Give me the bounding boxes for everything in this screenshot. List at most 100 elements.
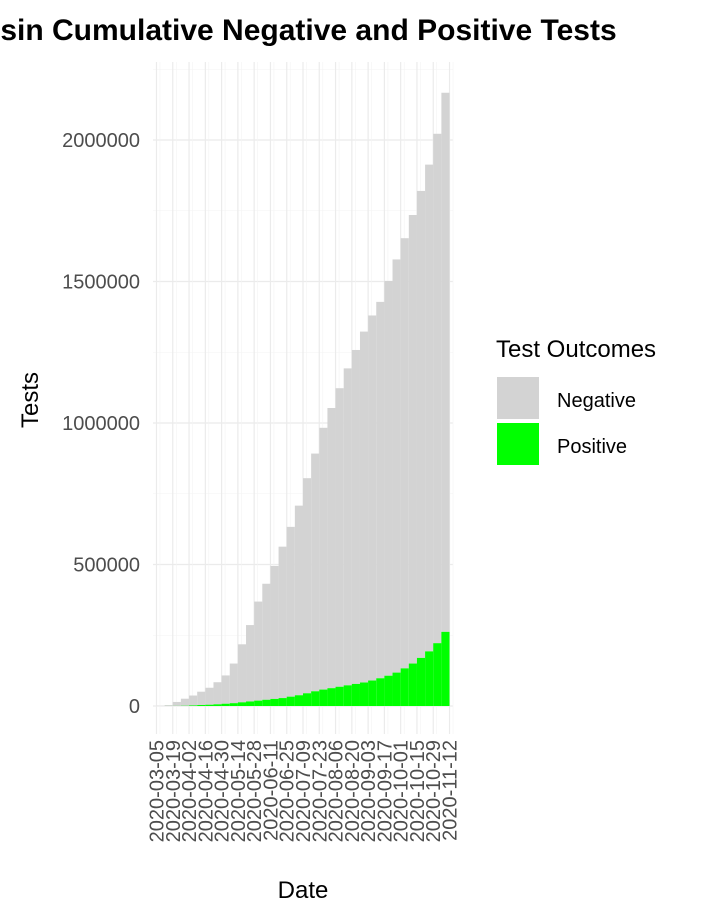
chart-title: nsin Cumulative Negative and Positive Te…	[0, 14, 617, 47]
bar-positive	[262, 699, 271, 706]
x-tick-label: 2020-05-14	[228, 740, 250, 842]
bar-negative	[270, 565, 279, 699]
bar-positive	[189, 705, 198, 706]
bar-negative	[294, 505, 303, 696]
x-tick-label: 2020-11-12	[440, 740, 462, 841]
x-tick-label: 2020-10-29	[423, 740, 445, 842]
bar-positive	[441, 631, 450, 706]
bar-positive	[303, 693, 312, 706]
bar-negative	[205, 687, 214, 705]
bar-negative	[327, 408, 336, 689]
bar-positive	[425, 651, 434, 706]
bar-negative	[319, 427, 328, 690]
bar-negative	[180, 698, 190, 706]
y-tick-label: 2000000	[62, 130, 140, 152]
bar-negative	[172, 701, 181, 706]
bar-positive	[246, 701, 255, 706]
bars	[156, 92, 450, 706]
bar-negative	[278, 546, 287, 699]
bar-negative	[376, 301, 385, 679]
bar-positive	[286, 696, 295, 706]
bar-positive	[359, 682, 369, 706]
bar-negative	[343, 368, 352, 686]
bar-positive	[327, 688, 336, 706]
y-tick-label: 1000000	[62, 413, 140, 435]
legend: Test Outcomes Negative Positive	[496, 336, 656, 465]
bar-negative	[433, 133, 442, 644]
x-tick-label: 2020-10-15	[407, 740, 429, 842]
bar-negative	[335, 388, 344, 687]
x-tick-label: 2020-07-23	[309, 740, 331, 842]
legend-key-positive	[497, 423, 539, 465]
bar-positive	[237, 702, 247, 706]
bar-negative	[441, 92, 450, 632]
bar-positive	[368, 680, 377, 706]
bar-negative	[303, 478, 312, 694]
bar-negative	[392, 259, 401, 673]
y-tick-label: 500000	[73, 555, 140, 577]
x-tick-label: 2020-03-05	[146, 740, 168, 842]
bar-positive	[221, 703, 230, 706]
bar-positive	[319, 689, 328, 706]
y-tick-label: 1500000	[62, 272, 140, 294]
x-tick-label: 2020-05-28	[244, 740, 266, 842]
x-tick-label: 2020-10-01	[391, 740, 413, 842]
bar-negative	[213, 682, 222, 705]
bar-negative	[425, 164, 434, 652]
bar-positive	[433, 643, 442, 706]
y-axis-title: Tests	[17, 372, 44, 428]
bar-negative	[254, 601, 263, 701]
bar-positive	[408, 663, 417, 706]
x-tick-label: 2020-09-03	[358, 740, 380, 842]
x-tick-label: 2020-04-16	[195, 740, 217, 842]
x-tick-label: 2020-08-20	[342, 740, 364, 842]
bar-negative	[384, 280, 393, 676]
x-tick-label: 2020-09-17	[374, 740, 396, 842]
legend-key-negative	[497, 377, 539, 419]
bar-positive	[213, 704, 222, 706]
x-tick-label: 2020-04-02	[179, 740, 201, 842]
x-axis-title: Date	[278, 877, 329, 904]
y-axis-ticks: 0 500000 1000000 1500000 2000000	[62, 130, 140, 718]
x-axis-ticks: 2020-03-052020-03-192020-04-022020-04-16…	[146, 740, 461, 842]
bar-negative	[246, 625, 255, 702]
bar-negative	[221, 675, 230, 704]
bar-positive	[254, 700, 263, 706]
legend-title: Test Outcomes	[496, 336, 656, 363]
bar-positive	[392, 672, 401, 706]
bar-positive	[205, 704, 214, 706]
bar-negative	[197, 691, 206, 706]
bar-positive	[384, 675, 393, 706]
bar-negative	[359, 331, 369, 683]
bar-negative	[189, 695, 198, 706]
bar-positive	[270, 698, 279, 706]
bar-positive	[335, 686, 344, 706]
bar-negative	[416, 190, 426, 658]
x-tick-label: 2020-06-25	[277, 740, 299, 842]
bar-positive	[400, 668, 409, 706]
bar-negative	[311, 453, 320, 692]
bar-negative	[237, 644, 247, 703]
bar-negative	[164, 705, 173, 706]
bar-negative	[262, 583, 271, 700]
bar-negative	[368, 315, 377, 681]
bar-positive	[376, 678, 385, 706]
bar-negative	[408, 214, 417, 664]
bar-positive	[311, 691, 320, 706]
bar-negative	[400, 238, 409, 669]
bar-negative	[286, 526, 295, 697]
bar-positive	[294, 695, 303, 706]
bar-negative	[229, 663, 238, 704]
x-tick-label: 2020-06-11	[260, 740, 282, 841]
bar-positive	[416, 657, 426, 706]
x-tick-label: 2020-07-09	[293, 740, 315, 842]
bar-positive	[343, 685, 352, 706]
x-tick-label: 2020-03-19	[163, 740, 185, 842]
bar-positive	[229, 703, 238, 706]
x-tick-label: 2020-04-30	[212, 740, 234, 842]
bar-positive	[197, 705, 206, 706]
legend-label-positive: Positive	[557, 436, 627, 458]
legend-label-negative: Negative	[557, 390, 636, 412]
bar-negative	[351, 349, 360, 684]
